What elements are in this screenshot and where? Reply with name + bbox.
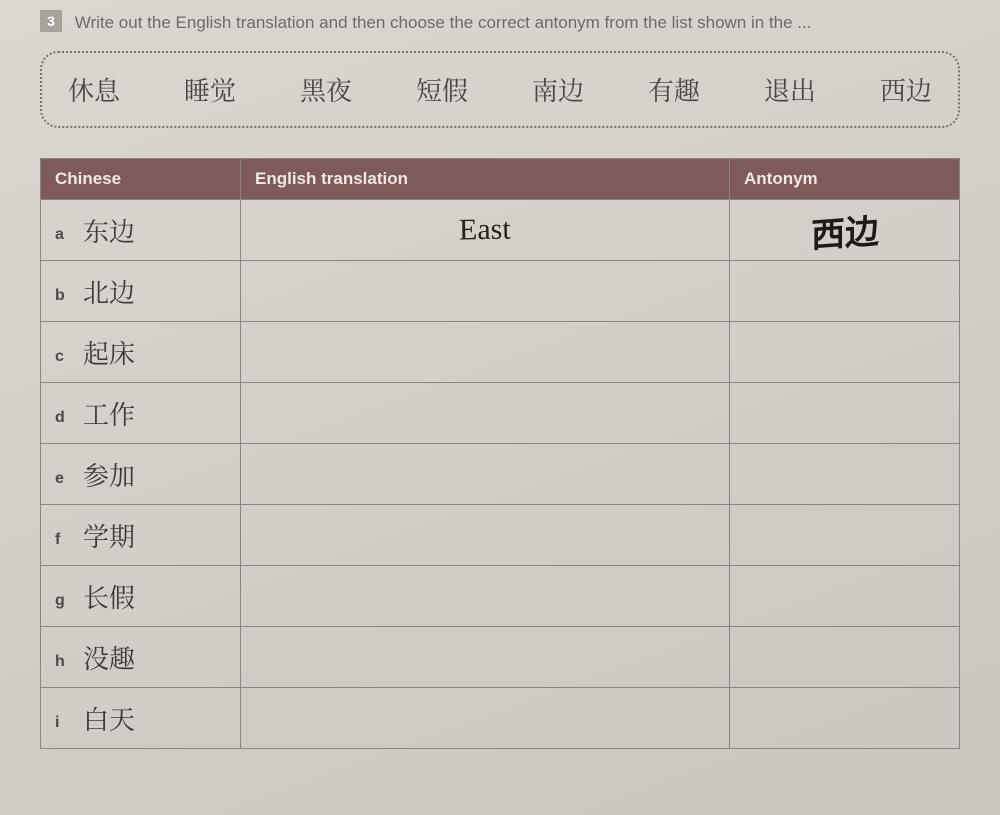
instruction-text: Write out the English translation and th… xyxy=(75,13,812,32)
table-row: b北边 xyxy=(41,261,960,322)
table-row: h没趣 xyxy=(41,627,960,688)
wordbank-item: 有趣 xyxy=(648,71,700,108)
table-row: a东边 East 西边 xyxy=(41,200,960,261)
english-cell[interactable] xyxy=(241,688,730,749)
wordbank-item: 退出 xyxy=(764,71,816,108)
antonym-cell[interactable] xyxy=(730,688,960,749)
english-cell[interactable]: East xyxy=(241,200,730,261)
header-chinese: Chinese xyxy=(41,159,241,200)
chinese-word: 参加 xyxy=(83,456,135,493)
row-label: c xyxy=(55,348,83,366)
row-label: b xyxy=(55,287,83,305)
english-cell[interactable] xyxy=(241,444,730,505)
antonym-cell[interactable] xyxy=(730,505,960,566)
wordbank-item: 睡觉 xyxy=(184,71,236,108)
antonym-cell[interactable] xyxy=(730,261,960,322)
wordbank-item: 黑夜 xyxy=(300,71,352,108)
table-row: d工作 xyxy=(41,383,960,444)
instruction-line: 3 Write out the English translation and … xyxy=(40,10,960,33)
table-row: i白天 xyxy=(41,688,960,749)
word-bank: 休息 睡觉 黑夜 短假 南边 有趣 退出 西边 xyxy=(40,51,960,128)
chinese-cell: c起床 xyxy=(41,322,241,383)
english-cell[interactable] xyxy=(241,261,730,322)
table-header-row: Chinese English translation Antonym xyxy=(41,159,960,200)
english-cell[interactable] xyxy=(241,627,730,688)
wordbank-item: 短假 xyxy=(416,71,468,108)
antonym-cell[interactable] xyxy=(730,627,960,688)
chinese-cell: e参加 xyxy=(41,444,241,505)
table-row: g长假 xyxy=(41,566,960,627)
chinese-word: 长假 xyxy=(83,578,135,615)
wordbank-item: 西边 xyxy=(880,71,932,108)
english-cell[interactable] xyxy=(241,383,730,444)
row-label: h xyxy=(55,653,83,671)
english-cell[interactable] xyxy=(241,505,730,566)
chinese-word: 学期 xyxy=(83,517,135,554)
chinese-word: 东边 xyxy=(83,212,135,249)
antonym-cell[interactable] xyxy=(730,444,960,505)
wordbank-item: 休息 xyxy=(68,71,120,108)
worksheet-page: 3 Write out the English translation and … xyxy=(0,0,1000,815)
chinese-word: 工作 xyxy=(83,395,135,432)
chinese-cell: g长假 xyxy=(41,566,241,627)
chinese-cell: i白天 xyxy=(41,688,241,749)
handwritten-english: East xyxy=(459,213,511,248)
antonym-cell[interactable] xyxy=(730,566,960,627)
question-number: 3 xyxy=(40,10,62,32)
table-row: e参加 xyxy=(41,444,960,505)
row-label: g xyxy=(55,592,83,610)
answer-table: Chinese English translation Antonym a东边E… xyxy=(40,158,960,749)
chinese-cell: d工作 xyxy=(41,383,241,444)
row-label: a xyxy=(55,226,83,244)
english-cell[interactable] xyxy=(241,322,730,383)
table-row: f学期 xyxy=(41,505,960,566)
wordbank-item: 南边 xyxy=(532,71,584,108)
table-body: a东边East西边b北边c起床d工作e参加f学期g长假h没趣i白天 xyxy=(41,200,960,749)
antonym-cell[interactable] xyxy=(730,322,960,383)
table-row: c起床 xyxy=(41,322,960,383)
chinese-word: 起床 xyxy=(83,334,135,371)
row-label: e xyxy=(55,470,83,488)
chinese-cell: h没趣 xyxy=(41,627,241,688)
row-label: i xyxy=(55,714,83,732)
chinese-word: 白天 xyxy=(83,700,135,737)
chinese-cell: b北边 xyxy=(41,261,241,322)
chinese-word: 北边 xyxy=(83,273,135,310)
chinese-cell: a东边 xyxy=(41,200,241,261)
chinese-cell: f学期 xyxy=(41,505,241,566)
antonym-cell[interactable]: 西边 xyxy=(730,200,960,261)
row-label: f xyxy=(55,531,83,549)
handwritten-antonym: 西边 xyxy=(811,203,879,257)
header-english: English translation xyxy=(241,159,730,200)
header-antonym: Antonym xyxy=(730,159,960,200)
english-cell[interactable] xyxy=(241,566,730,627)
row-label: d xyxy=(55,409,83,427)
antonym-cell[interactable] xyxy=(730,383,960,444)
chinese-word: 没趣 xyxy=(83,639,135,676)
